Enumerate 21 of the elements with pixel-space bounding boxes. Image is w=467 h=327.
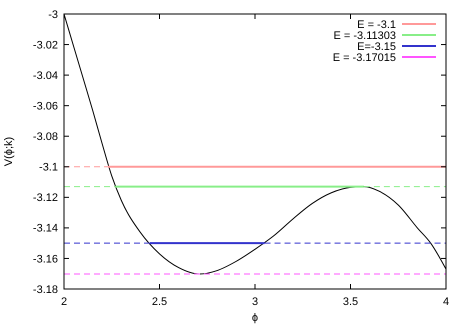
legend-label: E = -3.1	[357, 18, 396, 31]
y-tick-label: -3.06	[32, 100, 58, 113]
x-tick-label: 3.5	[342, 296, 358, 308]
y-tick-label: -3.14	[32, 222, 58, 235]
y-tick-label: -3.16	[32, 253, 58, 266]
x-axis-title: ϕ	[252, 312, 258, 324]
legend-label: E=-3.15	[357, 40, 396, 53]
legend-label: E = -3.17015	[332, 52, 396, 64]
x-tick-label: 2.5	[152, 296, 168, 308]
x-tick-label: 4	[442, 296, 450, 308]
y-tick-label: -3.02	[32, 39, 58, 52]
legend-label: E = -3.11303	[334, 30, 396, 42]
y-tick-label: -3.08	[32, 131, 58, 144]
y-tick-label: -3.04	[32, 70, 58, 82]
y-tick-label: -3.12	[32, 192, 58, 204]
x-tick-label: 3	[252, 296, 258, 308]
y-axis-title: V(ϕ;k)	[3, 136, 15, 166]
x-tick-label: 2	[60, 296, 68, 308]
y-tick-label: -3	[48, 8, 58, 21]
y-tick-label: -3.1	[39, 162, 58, 174]
y-tick-label: -3.18	[32, 284, 58, 296]
